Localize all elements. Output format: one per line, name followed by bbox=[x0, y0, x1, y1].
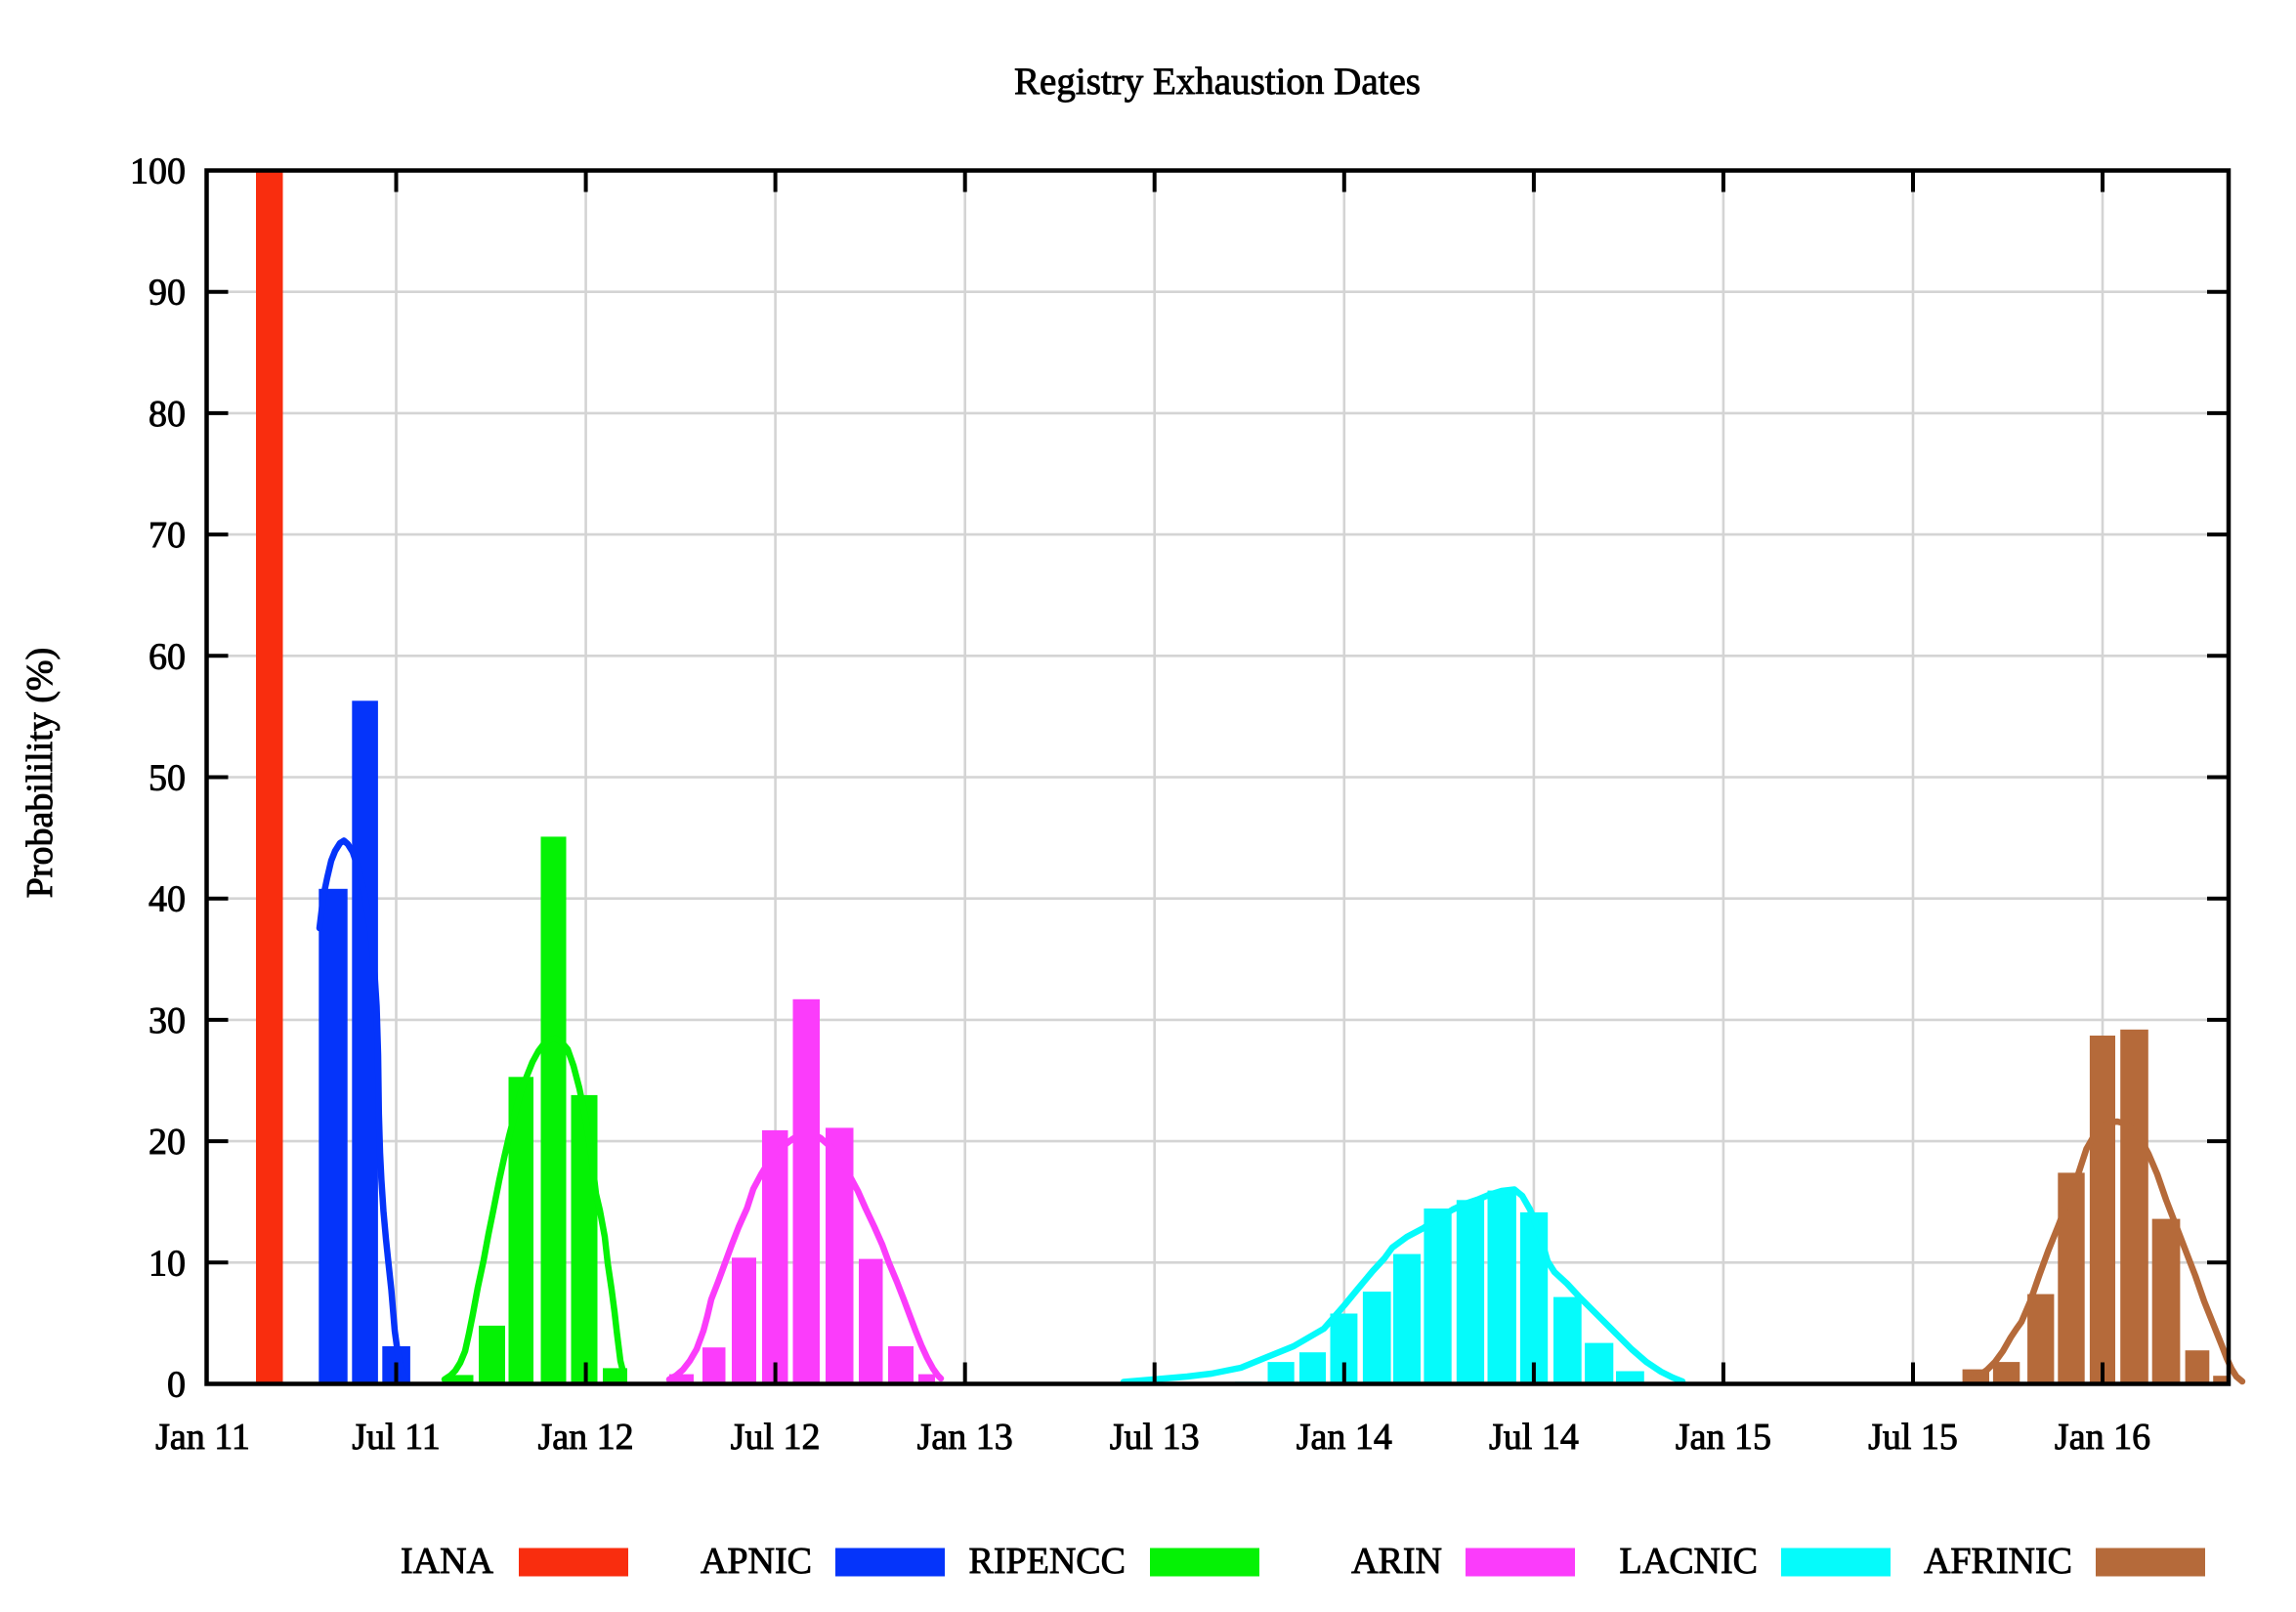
svg-text:80: 80 bbox=[149, 394, 186, 435]
svg-text:60: 60 bbox=[149, 636, 186, 677]
svg-text:0: 0 bbox=[167, 1365, 186, 1406]
svg-text:Jan 11: Jan 11 bbox=[155, 1417, 250, 1458]
svg-text:10: 10 bbox=[149, 1243, 186, 1284]
svg-text:LACNIC: LACNIC bbox=[1620, 1541, 1758, 1582]
svg-text:70: 70 bbox=[149, 515, 186, 556]
svg-text:APNIC: APNIC bbox=[701, 1541, 812, 1582]
svg-text:Probabilility (%): Probabilility (%) bbox=[20, 648, 61, 898]
svg-text:RIPENCC: RIPENCC bbox=[969, 1541, 1126, 1582]
svg-text:40: 40 bbox=[149, 879, 186, 920]
svg-text:Jan 12: Jan 12 bbox=[538, 1417, 634, 1458]
svg-text:Jul 14: Jul 14 bbox=[1489, 1417, 1579, 1458]
svg-text:Jan 13: Jan 13 bbox=[917, 1417, 1013, 1458]
svg-text:Jul 15: Jul 15 bbox=[1868, 1417, 1958, 1458]
svg-text:Jul 13: Jul 13 bbox=[1110, 1417, 1200, 1458]
svg-text:30: 30 bbox=[149, 1000, 186, 1041]
svg-text:50: 50 bbox=[149, 758, 186, 799]
svg-text:90: 90 bbox=[149, 273, 186, 314]
svg-text:ARIN: ARIN bbox=[1351, 1541, 1442, 1582]
svg-text:AFRINIC: AFRINIC bbox=[1924, 1541, 2072, 1582]
svg-text:20: 20 bbox=[149, 1122, 186, 1163]
svg-text:Jan 16: Jan 16 bbox=[2055, 1417, 2150, 1458]
svg-text:Jul 12: Jul 12 bbox=[731, 1417, 821, 1458]
svg-text:Registry Exhaustion Dates: Registry Exhaustion Dates bbox=[1014, 61, 1421, 103]
svg-text:Jan 14: Jan 14 bbox=[1297, 1417, 1392, 1458]
svg-text:Jan 15: Jan 15 bbox=[1676, 1417, 1771, 1458]
svg-text:100: 100 bbox=[130, 151, 186, 192]
svg-text:Jul 11: Jul 11 bbox=[352, 1417, 440, 1458]
svg-text:IANA: IANA bbox=[401, 1541, 494, 1582]
